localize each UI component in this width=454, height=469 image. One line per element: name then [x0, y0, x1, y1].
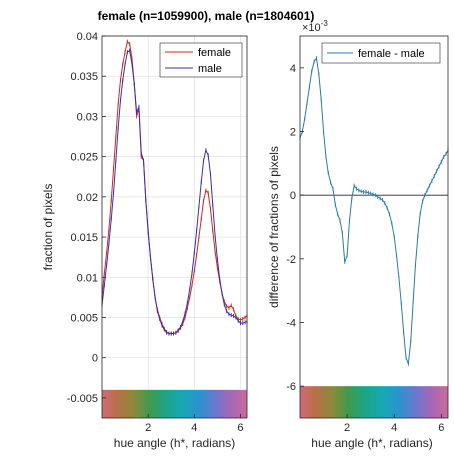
right-x-tick-label-2: 6	[438, 422, 444, 434]
left-chart: 0.04 0.035 0.03 0.025 0.02 0.015 0.01 0.005 0 -0.…	[41, 31, 248, 450]
right-exponent-power: -3	[321, 19, 329, 28]
right-plot-frame	[299, 35, 449, 419]
right-exponent-label: ×10-3	[302, 19, 328, 34]
right-exponent-base: ×10	[302, 22, 321, 34]
right-series-group	[299, 56, 449, 366]
left-legend: female male	[159, 42, 243, 78]
left-y-tick-label-4: 0.02	[77, 192, 98, 204]
right-colorbar	[300, 386, 448, 418]
right-y-tick-label-4: -4	[286, 318, 296, 330]
right-y-tick-label-1: 2	[290, 127, 296, 139]
left-y-ticks: 0.04 0.035 0.03 0.025 0.02 0.015 0.01 0.005 0 -0.…	[67, 31, 106, 405]
left-grid	[102, 35, 247, 390]
left-legend-box	[159, 42, 243, 78]
right-y-tick-label-0: 4	[290, 63, 296, 75]
left-series-group	[101, 39, 248, 336]
left-y-tick-label-1: 0.035	[70, 71, 98, 83]
right-x-tick-label-1: 4	[391, 422, 397, 434]
left-x-tick-label-2: 6	[237, 422, 243, 434]
right-plot-background	[300, 36, 448, 418]
left-y-tick-label-9: -0.005	[67, 393, 98, 405]
left-y-tick-label-0: 0.04	[77, 31, 98, 43]
chart-title: female (n=1059900), male (n=1804601)	[98, 9, 315, 23]
left-plot-background	[102, 36, 247, 418]
right-y-axis-label: difference of fractions of pixels	[267, 146, 281, 308]
left-y-tick-label-2: 0.03	[77, 111, 98, 123]
left-plot-frame	[101, 35, 248, 419]
legend-male-label: male	[198, 63, 222, 75]
right-x-axis-label: hue angle (h*, radians)	[311, 436, 432, 450]
right-legend-box	[321, 42, 441, 64]
left-y-tick-label-7: 0.005	[70, 312, 98, 324]
legend-female-label: female	[198, 47, 231, 59]
right-legend: female - male	[321, 42, 441, 64]
left-series-male-line	[101, 49, 248, 335]
right-y-tick-label-5: -6	[286, 381, 296, 393]
left-x-tick-label-0: 2	[145, 422, 151, 434]
left-x-axis-label: hue angle (h*, radians)	[114, 436, 235, 450]
right-chart: 4 2 0 -2 -4 -6 2 4 6 ×10-3 hue angle (h*, radia…	[267, 19, 449, 450]
right-y-tick-label-3: -2	[286, 254, 296, 266]
right-series-female-male-line	[299, 57, 449, 365]
right-x-ticks: 2 4 6	[344, 414, 444, 434]
right-x-tick-label-0: 2	[344, 422, 350, 434]
right-y-ticks: 4 2 0 -2 -4 -6	[286, 63, 304, 393]
left-y-tick-label-8: 0	[92, 353, 98, 365]
legend-difference-label: female - male	[358, 48, 425, 60]
left-x-ticks: 2 4 6	[145, 414, 244, 434]
left-colorbar	[102, 389, 247, 418]
left-x-tick-label-1: 4	[191, 422, 197, 434]
left-y-axis-label: fraction of pixels	[41, 184, 55, 271]
left-y-tick-label-6: 0.01	[77, 272, 98, 284]
left-y-tick-label-5: 0.015	[70, 232, 98, 244]
left-y-tick-label-3: 0.025	[70, 152, 98, 164]
right-y-tick-label-2: 0	[290, 190, 296, 202]
